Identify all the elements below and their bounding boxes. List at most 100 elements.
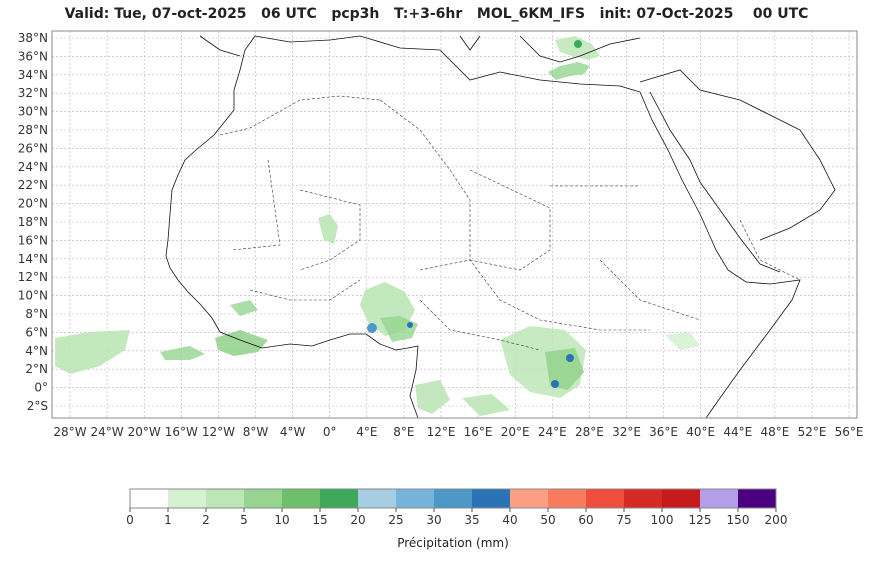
lon-tick-label: 28°W: [53, 425, 86, 439]
colorbar-segment: [434, 489, 473, 508]
precip-area-niger: [318, 214, 338, 244]
lon-tick-label: 4°W: [280, 425, 306, 439]
precip-area-atlantic-mid: [160, 346, 205, 360]
lat-tick-label: 26°N: [18, 141, 48, 155]
precip-core-cameroon: [407, 322, 413, 328]
lat-tick-label: 32°N: [18, 86, 48, 100]
precip-area-ethiopia: [665, 332, 700, 350]
colorbar-segment: [548, 489, 587, 508]
lon-tick-label: 24°W: [91, 425, 124, 439]
colorbar-tick-label: 15: [312, 513, 327, 527]
precip-area-gabon: [415, 380, 450, 414]
precip-area-guinea: [230, 300, 258, 316]
colorbar-tick-label: 1: [164, 513, 172, 527]
lat-tick-label: 36°N: [18, 49, 48, 63]
colorbar-segment: [168, 489, 207, 508]
lon-tick-label: 52°E: [798, 425, 827, 439]
lat-tick-label: 20°N: [18, 197, 48, 211]
colorbar-segment: [738, 489, 777, 508]
lon-tick-label: 16°E: [464, 425, 493, 439]
precip-area-atlantic-west: [55, 330, 130, 374]
lon-tick-label: 28°E: [575, 425, 604, 439]
colorbar-label: Précipitation (mm): [397, 536, 509, 550]
lat-tick-label: 28°N: [18, 123, 48, 137]
colorbar-tick-label: 30: [426, 513, 441, 527]
latitude-labels: 38°N 36°N 34°N 32°N 30°N 28°N 26°N 24°N 22°N 20°N…: [18, 31, 48, 413]
colorbar-tick-label: 40: [502, 513, 517, 527]
precip-area-congo-core: [545, 348, 584, 390]
graticule: [52, 31, 857, 418]
lon-tick-label: 36°E: [649, 425, 678, 439]
lon-tick-label: 4°E: [356, 425, 377, 439]
colorbar-segment: [624, 489, 663, 508]
colorbar-frame: [129, 488, 777, 509]
lat-tick-label: 18°N: [18, 215, 48, 229]
colorbar-segment: [700, 489, 739, 508]
lon-tick-label: 8°E: [393, 425, 414, 439]
colorbar-segment: [586, 489, 625, 508]
colorbar-tick-label: 150: [727, 513, 750, 527]
lon-tick-label: 0°: [323, 425, 337, 439]
colorbar-segment: [282, 489, 321, 508]
lat-tick-label: 22°N: [18, 178, 48, 192]
colorbar-segment: [206, 489, 245, 508]
lon-tick-label: 44°E: [723, 425, 752, 439]
lon-tick-label: 24°E: [538, 425, 567, 439]
colorbar-tick-label: 0: [126, 513, 134, 527]
colorbar-tick-label: 200: [765, 513, 788, 527]
lon-tick-label: 40°E: [686, 425, 715, 439]
colorbar-tick-label: 20: [350, 513, 365, 527]
lat-tick-label: 10°N: [18, 289, 48, 303]
precip-area-ivory-coast: [215, 330, 268, 356]
colorbar-tick-label: 5: [240, 513, 248, 527]
lat-tick-label: 4°N: [25, 344, 48, 358]
map-frame: [51, 30, 858, 419]
lon-tick-label: 20°W: [128, 425, 161, 439]
lat-tick-label: 38°N: [18, 31, 48, 45]
colorbar-tick-label: 50: [540, 513, 555, 527]
colorbar-segment: [320, 489, 359, 508]
colorbar-tick-label: 60: [578, 513, 593, 527]
precip-area-congo-west: [462, 394, 510, 416]
precip-core-congo-south: [551, 380, 559, 388]
colorbar-tick-label: 35: [464, 513, 479, 527]
precip-area-aegean: [555, 36, 600, 60]
lat-tick-label: 12°N: [18, 270, 48, 284]
precip-core-congo-north: [566, 354, 574, 362]
lon-tick-label: 16°W: [165, 425, 198, 439]
lon-tick-label: 48°E: [760, 425, 789, 439]
lat-tick-label: 2°S: [27, 399, 48, 413]
map-title: Valid: Tue, 07-oct-2025 06 UTC pcp3h T:+…: [64, 6, 809, 22]
colorbar-tick-label: 10: [274, 513, 289, 527]
colorbar-tick-label: 100: [651, 513, 674, 527]
precip-core-aegean: [574, 40, 582, 48]
lat-tick-label: 6°N: [25, 325, 48, 339]
lat-tick-label: 16°N: [18, 233, 48, 247]
lon-tick-label: 20°E: [501, 425, 530, 439]
lon-tick-label: 12°E: [427, 425, 456, 439]
colorbar-segment: [510, 489, 549, 508]
precipitation-areas: [55, 36, 700, 416]
colorbar: 0 1 2 5 10 15 20 25 30 35 40 50 60 75 100 125 150 200: [126, 488, 788, 527]
colorbar-tick-label: 75: [616, 513, 631, 527]
lat-tick-label: 34°N: [18, 68, 48, 82]
colorbar-tick-label: 2: [202, 513, 210, 527]
colorbar-segment: [662, 489, 701, 508]
lat-tick-label: 14°N: [18, 252, 48, 266]
colorbar-segment: [472, 489, 511, 508]
colorbar-segment: [358, 489, 397, 508]
precip-core-lagos: [367, 323, 377, 333]
lat-tick-label: 0°: [34, 381, 48, 395]
colorbar-segment: [244, 489, 283, 508]
lat-tick-label: 2°N: [25, 362, 48, 376]
lat-tick-label: 30°N: [18, 105, 48, 119]
colorbar-segment: [130, 489, 169, 508]
lon-tick-label: 32°E: [612, 425, 641, 439]
lon-tick-label: 12°W: [202, 425, 235, 439]
lat-tick-label: 24°N: [18, 160, 48, 174]
lat-tick-label: 8°N: [25, 307, 48, 321]
country-borders: [219, 95, 801, 351]
lon-tick-label: 56°E: [835, 425, 864, 439]
colorbar-segment: [396, 489, 435, 508]
